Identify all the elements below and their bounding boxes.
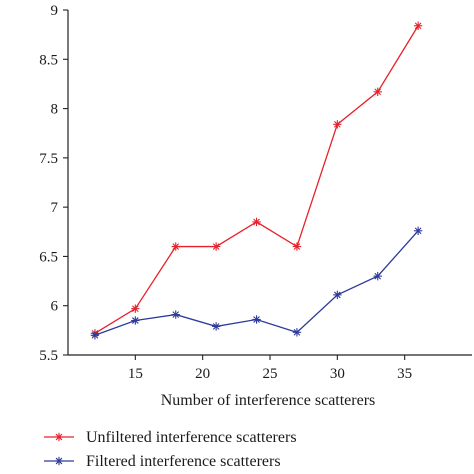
legend-item-unfiltered: Unfiltered interference scatterers [44,429,297,446]
data-point-unfiltered [211,242,221,251]
data-point-filtered [292,328,302,337]
data-point-filtered [413,226,423,235]
data-point-unfiltered [252,217,261,227]
y-axis-ticks: 5.5 6 6.5 7 7.5 8 8.5 9 [39,3,68,364]
data-point-filtered [171,310,180,319]
y-tick-label: 8 [51,102,59,118]
legend-label-filtered: Filtered interference scatterers [86,453,281,470]
y-tick-label: 6 [51,299,59,315]
x-axis-ticks: 15 20 25 30 35 [128,355,412,382]
x-tick-label: 35 [397,366,412,382]
data-point-filtered [90,331,100,340]
axes [67,10,472,356]
data-point-filtered [373,271,382,281]
legend: Unfiltered interference scatterers Filte… [44,429,297,470]
data-point-unfiltered [292,242,302,251]
legend-asterisk-icon [54,456,64,466]
legend-asterisk-icon [54,432,64,442]
data-point-filtered [252,315,261,324]
x-axis-title: Number of interference scatterers [161,392,376,409]
data-point-filtered [211,322,221,331]
data-point-unfiltered [413,21,423,30]
legend-marker-filtered [54,456,64,466]
y-tick-label: 7.5 [39,151,58,167]
y-tick-label: 5.5 [39,348,58,364]
legend-marker-unfiltered [54,432,64,442]
data-point-filtered [131,316,140,325]
legend-label-unfiltered: Unfiltered interference scatterers [86,429,297,446]
data-point-unfiltered [171,242,180,251]
data-point-unfiltered [373,87,382,97]
legend-item-filtered: Filtered interference scatterers [44,453,281,470]
series-line-unfiltered [94,25,419,334]
x-tick-label: 15 [128,366,143,382]
y-tick-label: 7 [51,200,59,216]
data-point-unfiltered [131,304,140,313]
y-tick-label: 8.5 [39,52,58,68]
x-tick-label: 25 [263,366,278,382]
y-tick-label: 6.5 [39,249,58,265]
series-layer [90,21,423,340]
data-point-unfiltered [333,120,342,129]
y-tick-label: 9 [51,3,59,19]
x-tick-label: 20 [195,366,210,382]
data-point-filtered [333,290,342,300]
x-tick-label: 30 [330,366,345,382]
